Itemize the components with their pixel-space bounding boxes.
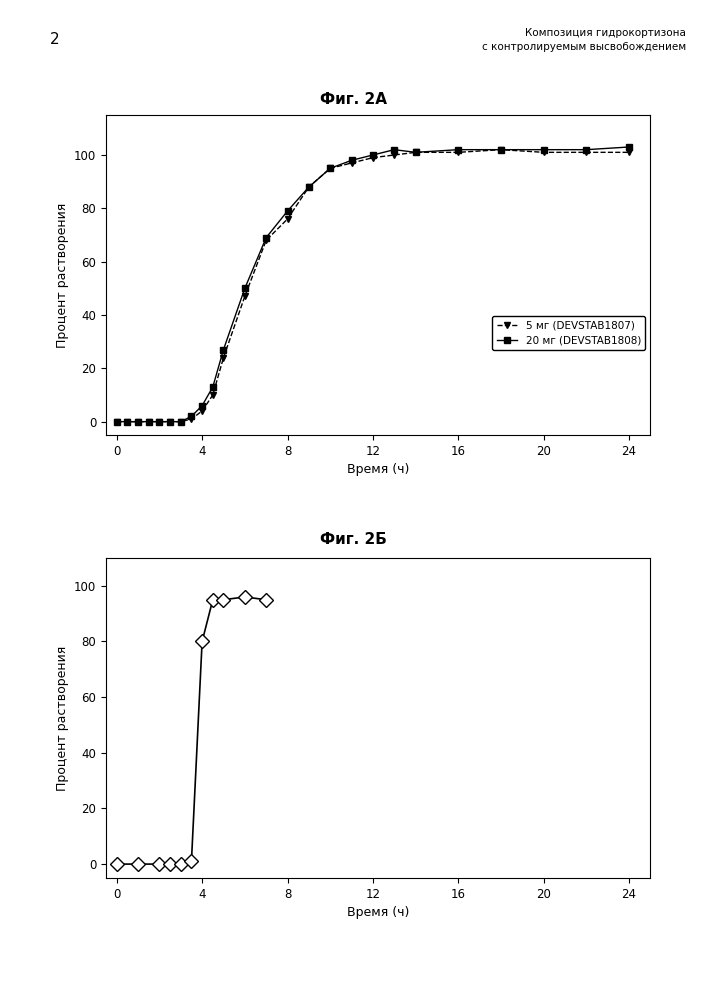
- Text: Фиг. 2А: Фиг. 2А: [320, 92, 387, 107]
- Text: 2: 2: [49, 32, 59, 47]
- Text: с контролируемым высвобождением: с контролируемым высвобождением: [481, 42, 686, 52]
- Text: Композиция гидрокортизона: Композиция гидрокортизона: [525, 28, 686, 38]
- Legend: 5 мг (DEVSTAB1807), 20 мг (DEVSTAB1808): 5 мг (DEVSTAB1807), 20 мг (DEVSTAB1808): [492, 316, 645, 350]
- Y-axis label: Процент растворения: Процент растворения: [56, 645, 69, 791]
- Text: Фиг. 2Б: Фиг. 2Б: [320, 532, 387, 547]
- X-axis label: Время (ч): Время (ч): [347, 906, 409, 919]
- Y-axis label: Процент растворения: Процент растворения: [56, 202, 69, 348]
- X-axis label: Время (ч): Время (ч): [347, 463, 409, 476]
